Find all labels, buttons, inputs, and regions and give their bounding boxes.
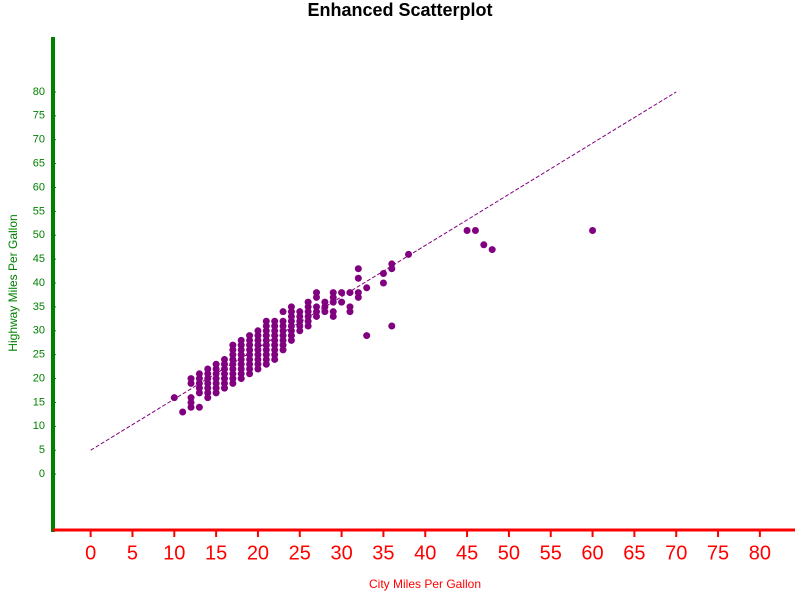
data-point (187, 394, 195, 402)
data-point (296, 308, 304, 316)
data-point (212, 360, 220, 368)
data-point (488, 246, 496, 254)
data-point (379, 279, 387, 287)
data-point (195, 403, 203, 411)
x-tick-label: 0 (85, 542, 96, 564)
data-point (229, 341, 237, 349)
data-point (187, 375, 195, 383)
y-tick-label: 40 (33, 277, 45, 289)
y-axis-label: Highway Miles Per Gallon (6, 214, 20, 351)
y-tick-label: 55 (33, 205, 45, 217)
x-tick-label: 40 (414, 542, 436, 564)
data-point (179, 408, 187, 416)
x-tick-label: 80 (749, 542, 771, 564)
data-point (405, 250, 413, 258)
data-point (254, 327, 262, 335)
y-tick-label: 35 (33, 301, 45, 313)
data-point (271, 317, 279, 325)
x-tick-label: 50 (498, 542, 520, 564)
data-point (237, 336, 245, 344)
data-point (329, 289, 337, 297)
y-tick-label: 30 (33, 325, 45, 337)
data-point (346, 289, 354, 297)
data-point (313, 289, 321, 297)
y-tick-label: 0 (39, 468, 45, 480)
data-point (363, 332, 371, 340)
data-point (279, 308, 287, 316)
x-tick-label: 75 (707, 542, 729, 564)
data-point (463, 226, 471, 234)
y-tick-label: 20 (33, 372, 45, 384)
y-tick-label: 15 (33, 396, 45, 408)
data-point (220, 355, 228, 363)
x-tick-label: 45 (456, 542, 478, 564)
x-tick-label: 5 (127, 542, 138, 564)
chart-title: Enhanced Scatterplot (307, 0, 492, 20)
data-point (354, 265, 362, 273)
data-point (262, 317, 270, 325)
y-tick-label: 45 (33, 253, 45, 265)
data-point (379, 269, 387, 277)
data-point (170, 394, 178, 402)
y-tick-label: 80 (33, 86, 45, 98)
data-point (338, 289, 346, 297)
data-point (338, 298, 346, 306)
data-point (471, 226, 479, 234)
x-tick-label: 30 (330, 542, 352, 564)
x-tick-label: 70 (665, 542, 687, 564)
data-point (354, 274, 362, 282)
data-point (354, 289, 362, 297)
data-point (388, 322, 396, 330)
data-point (287, 303, 295, 311)
x-tick-label: 20 (247, 542, 269, 564)
data-point (204, 365, 212, 373)
y-tick-label: 70 (33, 134, 45, 146)
data-point (304, 298, 312, 306)
y-tick-label: 75 (33, 110, 45, 122)
y-tick-label: 10 (33, 420, 45, 432)
data-point (388, 260, 396, 268)
x-tick-label: 35 (372, 542, 394, 564)
data-point (279, 317, 287, 325)
y-tick-label: 50 (33, 229, 45, 241)
data-point (313, 303, 321, 311)
data-point (246, 332, 254, 340)
x-tick-label: 25 (289, 542, 311, 564)
y-tick-label: 65 (33, 158, 45, 170)
x-axis-label: City Miles Per Gallon (369, 577, 481, 591)
data-point (195, 370, 203, 378)
y-tick-label: 60 (33, 181, 45, 193)
data-point (321, 298, 329, 306)
data-point (363, 284, 371, 292)
data-point (589, 226, 597, 234)
x-tick-label: 60 (581, 542, 603, 564)
x-tick-label: 55 (540, 542, 562, 564)
data-point (329, 308, 337, 316)
x-tick-label: 10 (163, 542, 185, 564)
x-tick-label: 15 (205, 542, 227, 564)
y-tick-label: 5 (39, 444, 45, 456)
y-tick-label: 25 (33, 349, 45, 361)
data-point (480, 241, 488, 249)
x-tick-label: 65 (623, 542, 645, 564)
data-point (346, 303, 354, 311)
